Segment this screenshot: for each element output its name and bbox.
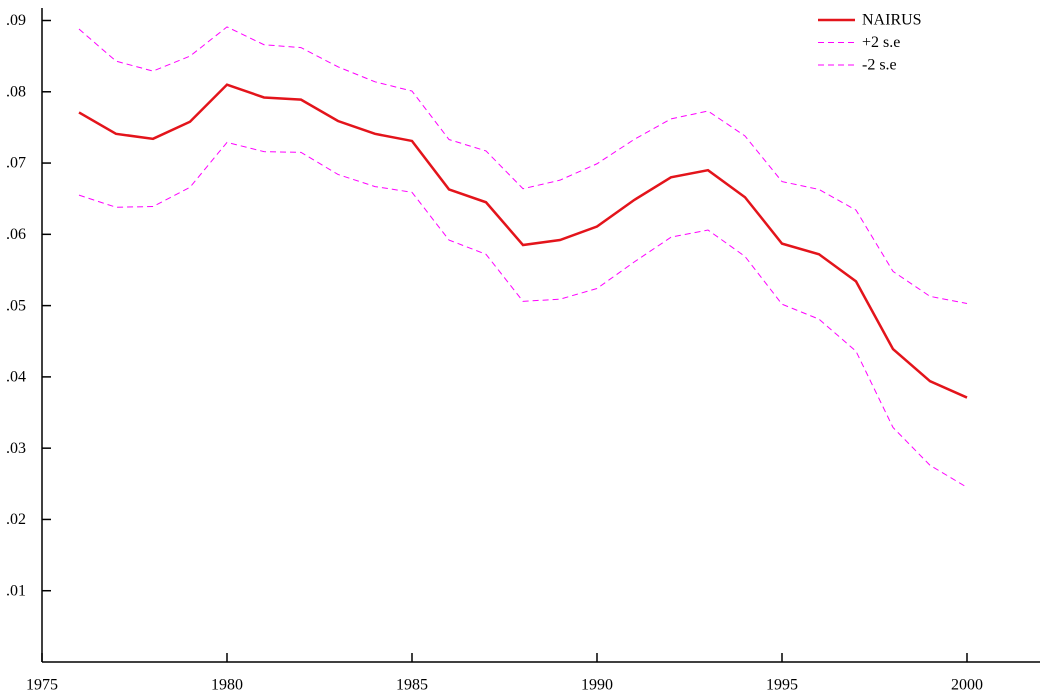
y-tick-label: .05 bbox=[6, 297, 26, 314]
series-line bbox=[78, 141, 968, 488]
y-tick-label: .07 bbox=[6, 155, 26, 172]
series-line bbox=[78, 26, 968, 304]
y-tick-label: .01 bbox=[6, 582, 26, 599]
x-tick-label: 1985 bbox=[396, 677, 428, 694]
series-line bbox=[78, 83, 968, 399]
legend-label: +2 s.e bbox=[862, 34, 900, 51]
y-tick-label: .03 bbox=[6, 440, 26, 457]
x-tick-label: 1975 bbox=[26, 677, 58, 694]
x-tick-label: 1980 bbox=[211, 677, 243, 694]
legend-label: -2 s.e bbox=[862, 57, 897, 74]
y-tick-label: .08 bbox=[6, 83, 26, 100]
y-tick-label: .04 bbox=[6, 369, 26, 386]
x-tick-label: 2000 bbox=[951, 677, 983, 694]
x-tick-label: 1995 bbox=[766, 677, 798, 694]
y-tick-label: .09 bbox=[6, 12, 26, 29]
y-tick-label: .06 bbox=[6, 226, 26, 243]
y-tick-label: .02 bbox=[6, 511, 26, 528]
x-tick-label: 1990 bbox=[581, 677, 613, 694]
legend-label: NAIRUS bbox=[862, 12, 922, 29]
